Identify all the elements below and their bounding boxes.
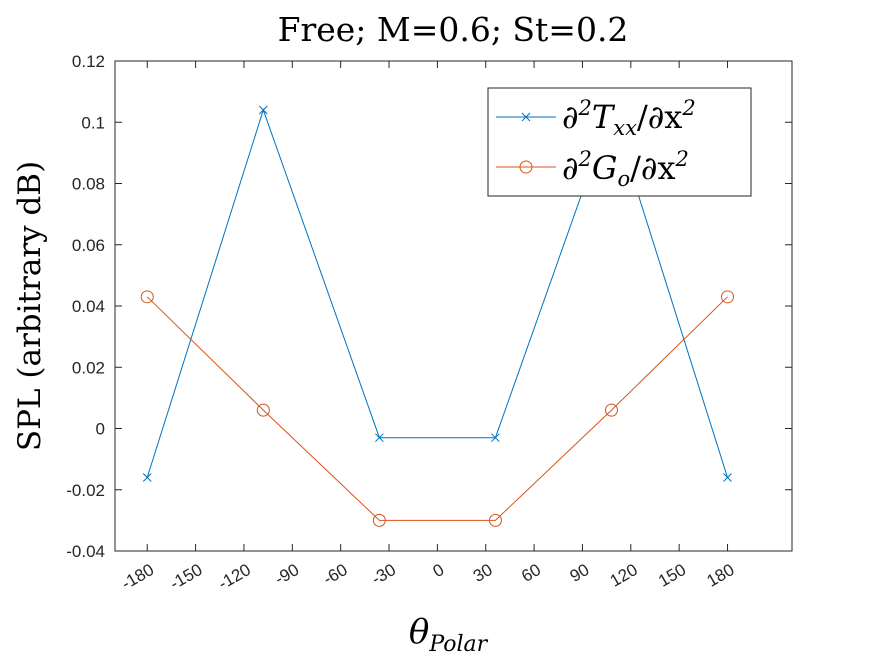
data-point-circle-marker	[372, 513, 386, 527]
y-tick-label: 0.1	[81, 113, 105, 132]
legend-marker-2	[519, 160, 533, 174]
data-point-circle-marker	[604, 403, 618, 417]
legend-label-2: ∂2Go/∂x2	[562, 147, 689, 191]
y-tick-label: -0.04	[66, 542, 105, 561]
data-point-x-marker	[142, 473, 152, 482]
y-axis-label: SPL (arbitrary dB)	[12, 161, 48, 451]
axes-layer	[114, 60, 793, 552]
chart-title: Free; M=0.6; St=0.2	[278, 10, 629, 49]
data-point-circle-marker	[256, 403, 270, 417]
x-axis-label-main: θ	[409, 612, 429, 652]
data-point-x-marker	[723, 473, 732, 482]
y-tick-label: -0.02	[66, 481, 105, 500]
legend: ∂2Txx/∂x2 ∂2Go/∂x2	[487, 87, 752, 197]
legend-label-1: ∂2Txx/∂x2	[562, 96, 696, 140]
legend-marker-1	[521, 112, 531, 122]
y-tick-label: 0	[96, 420, 105, 439]
y-tick-label: 0.08	[72, 175, 105, 194]
data-point-x-marker	[374, 433, 384, 443]
y-tick-label: 0.06	[72, 236, 105, 255]
data-point-circle-marker	[140, 290, 154, 304]
data-point-circle-marker	[488, 513, 502, 527]
y-tick-label: 0.04	[72, 297, 105, 316]
legend-box	[487, 87, 752, 197]
y-tick-labels: -0.04 -0.02 0 0.02 0.04 0.06 0.08 0.1 0.12	[66, 52, 105, 561]
series-line-2	[146, 296, 728, 521]
y-tick-label: 0.12	[72, 52, 105, 71]
data-point-x-marker	[491, 433, 500, 443]
x-axis-label: θPolar	[409, 612, 489, 656]
y-tick-label: 0.02	[72, 358, 105, 377]
data-point-x-marker	[258, 105, 268, 115]
data-point-circle-marker	[721, 290, 735, 304]
x-axis-label-sub: Polar	[428, 632, 488, 656]
